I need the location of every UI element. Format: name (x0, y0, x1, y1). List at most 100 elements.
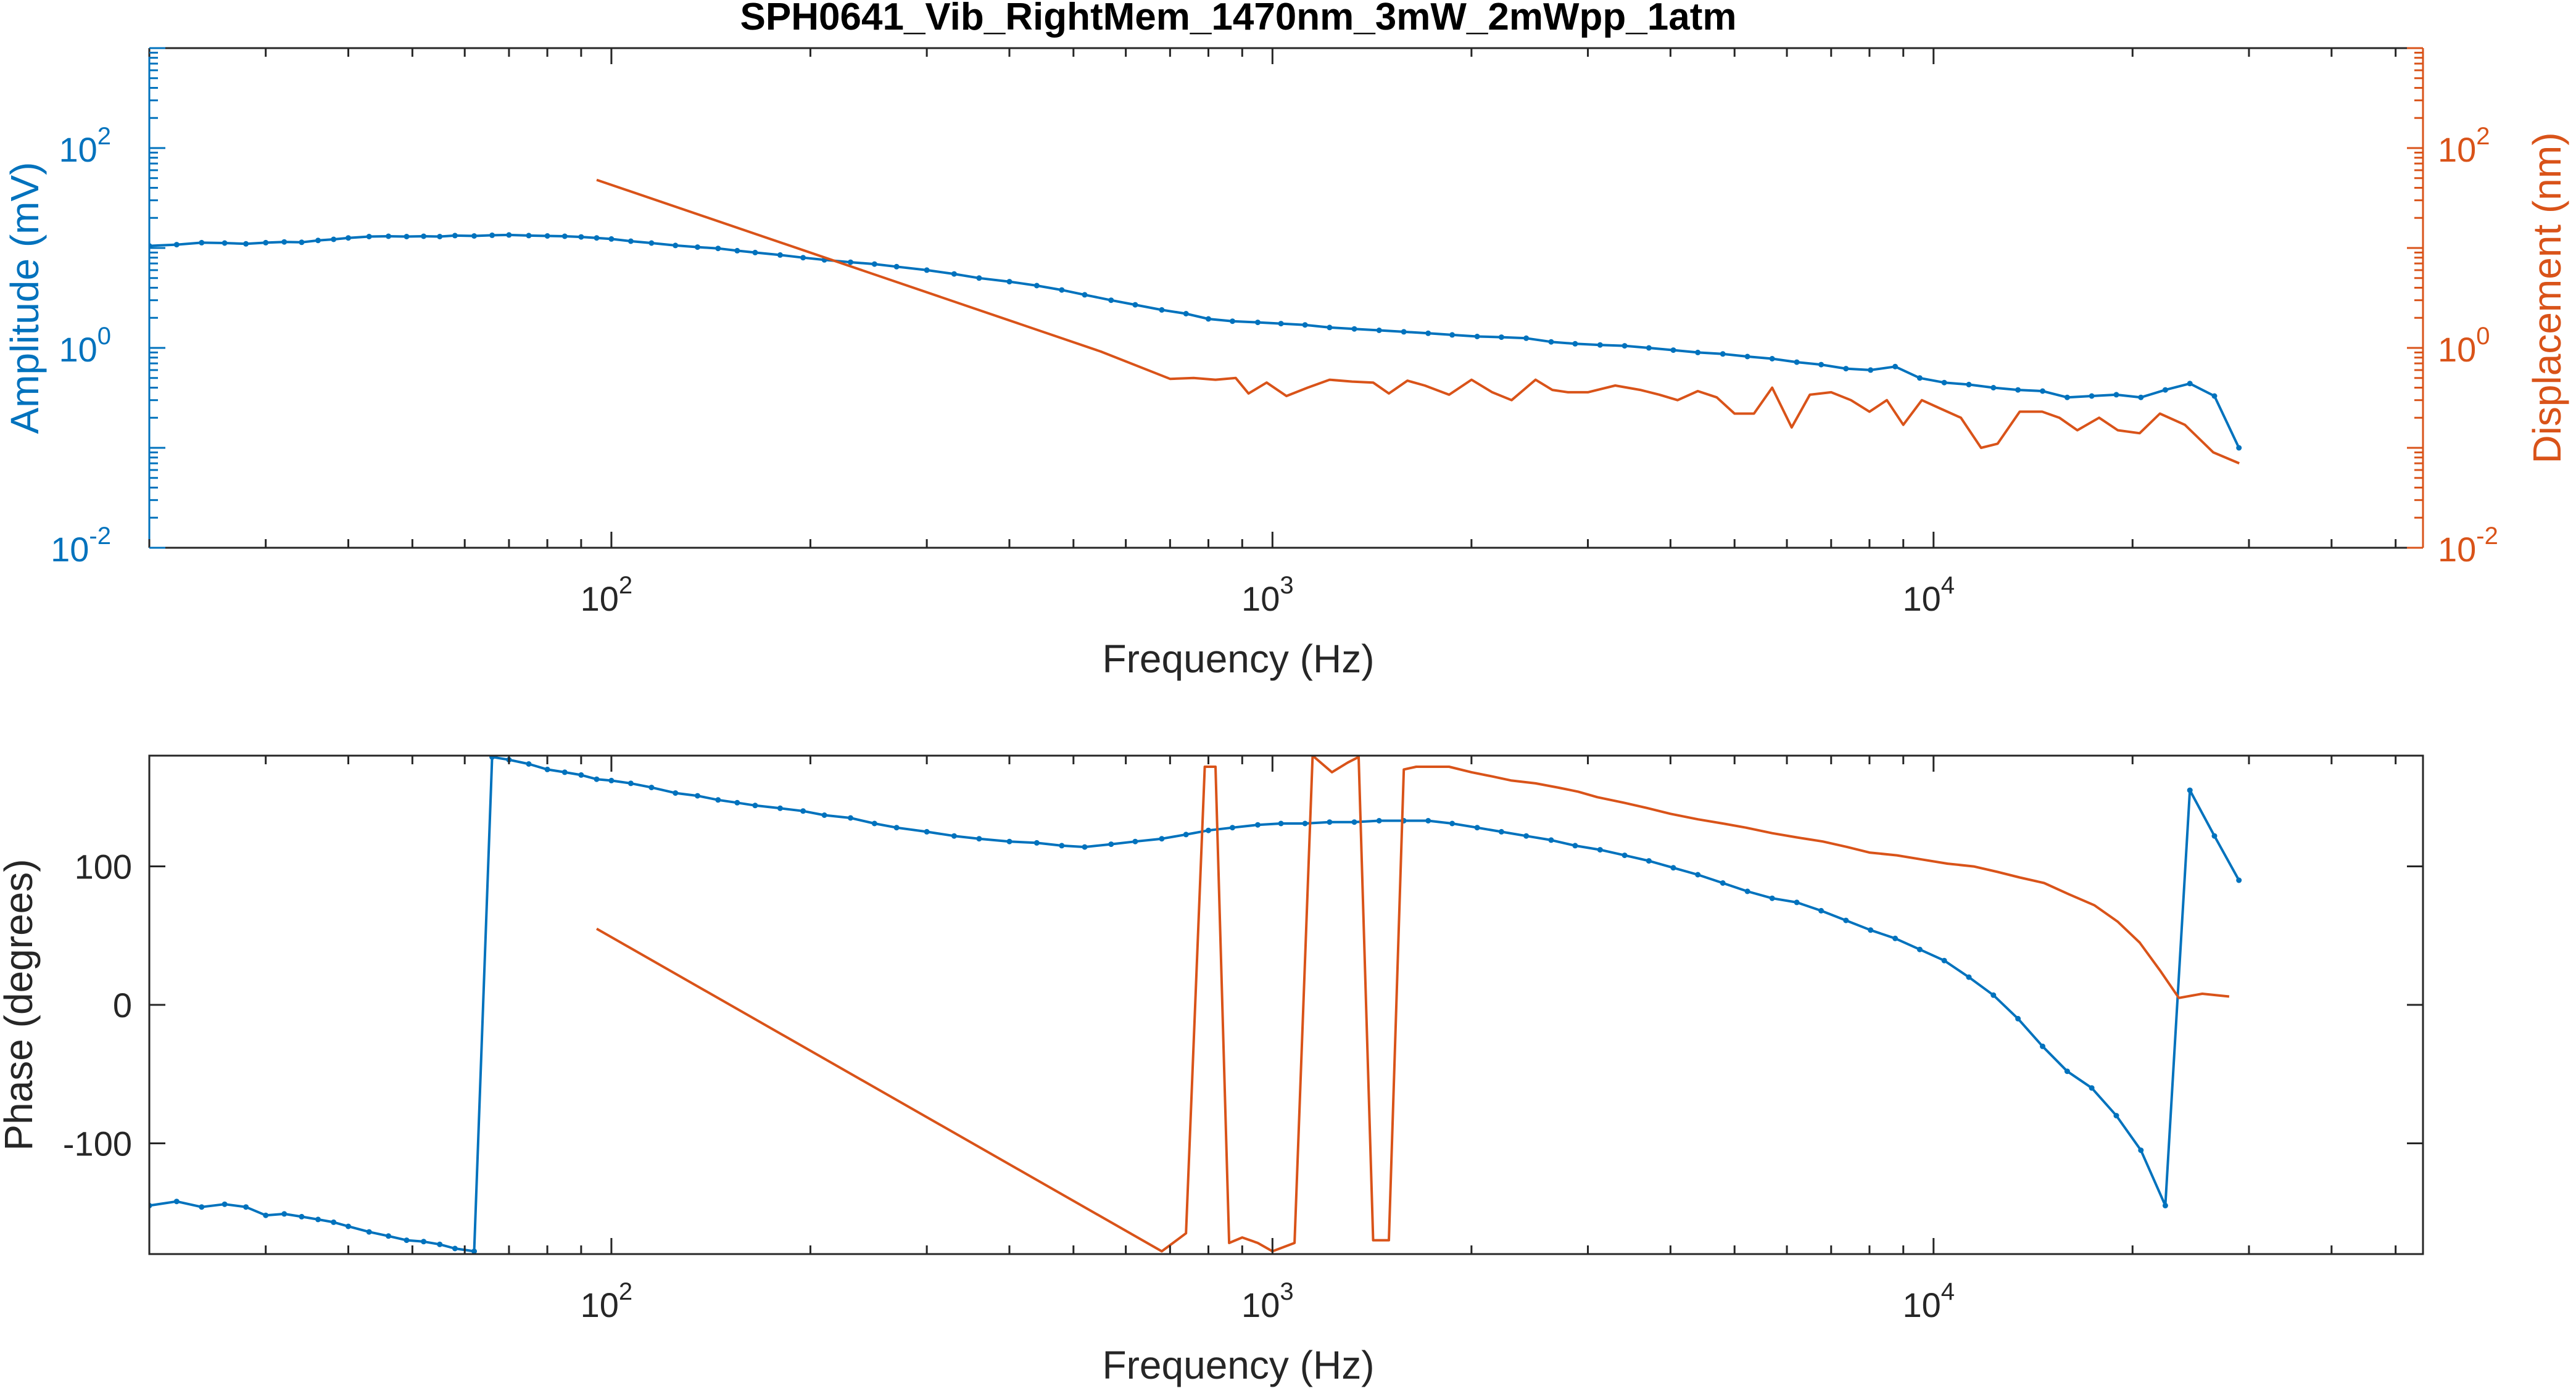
top-x-tick-label: 102 (581, 572, 633, 618)
phase-blue-point (1597, 847, 1603, 853)
phase-blue-point (471, 1249, 477, 1254)
phase-blue-point (1206, 827, 1211, 833)
amplitude-point (1818, 361, 1824, 368)
bottom-x-tick-label: 102 (581, 1278, 633, 1324)
top-plot-area (149, 48, 2423, 548)
phase-blue-point (1941, 957, 1947, 964)
phase-tick-label: 0 (113, 986, 132, 1025)
phase-blue-point (366, 1229, 372, 1235)
phase-blue-point (1278, 820, 1284, 827)
phase-blue-point (1720, 880, 1726, 886)
amplitude-point (506, 232, 512, 238)
phase-blue-point (648, 785, 655, 791)
phase-blue-point (1183, 832, 1189, 838)
amplitude-point (366, 234, 372, 239)
phase-blue-point (2089, 1085, 2095, 1091)
phase-blue-point (1990, 992, 1997, 998)
phase-blue-point (627, 780, 634, 786)
phase-blue-point (924, 828, 930, 835)
amplitude-point (1059, 287, 1065, 293)
phase-blue-point (1159, 836, 1165, 842)
phase-blue-point (1769, 895, 1775, 901)
phase-blue-point (346, 1223, 351, 1229)
bottom-axes-group: 102 103 104 -100 0 100 (63, 754, 2424, 1324)
phase-blue-point (1916, 946, 1923, 952)
amplitude-point (1769, 356, 1775, 361)
amplitude-point (1868, 367, 1874, 373)
phase-blue-point (222, 1201, 228, 1207)
amplitude-point (1670, 347, 1676, 353)
amplitude-tick-label: 100 (59, 323, 111, 369)
phase-blue-point (673, 790, 679, 796)
displacement-tick-label: 100 (2438, 323, 2490, 369)
phase-blue-point (1646, 858, 1652, 864)
amplitude-point (1474, 334, 1480, 339)
amplitude-point (871, 261, 877, 267)
amplitude-point (777, 252, 783, 258)
amplitude-point (1132, 302, 1138, 308)
amplitude-point (437, 234, 443, 239)
amplitude-point (243, 241, 249, 247)
amplitude-point (1597, 342, 1603, 348)
amplitude-point (1108, 297, 1114, 303)
amplitude-point (404, 234, 410, 239)
amplitude-point (1376, 328, 1382, 333)
phase-blue-point (1108, 841, 1114, 848)
phase-axis-label: Phase (degrees) (0, 859, 41, 1150)
amplitude-point (1941, 379, 1947, 386)
phase-blue-point (526, 761, 532, 767)
amplitude-point (315, 237, 321, 244)
amplitude-point (544, 233, 550, 239)
amplitude-point (1916, 375, 1923, 381)
amplitude-point (715, 246, 721, 252)
phase-blue-point (1818, 907, 1824, 914)
phase-blue-point (299, 1213, 305, 1220)
amplitude-point (346, 235, 351, 241)
phase-blue-point (544, 766, 550, 772)
amplitude-point (173, 242, 180, 248)
amplitude-point (1255, 320, 1261, 326)
phase-blue-point (2113, 1113, 2119, 1119)
amplitude-point (1843, 366, 1849, 372)
phase-blue-point (1132, 838, 1138, 844)
phase-blue-point (2162, 1202, 2168, 1208)
phase-blue-point (1523, 833, 1530, 839)
amplitude-point (1966, 381, 1972, 387)
phase-blue-point (1868, 927, 1874, 933)
bottom-series-clip (149, 756, 2242, 1254)
amplitude-point (924, 267, 930, 273)
phase-blue-point (331, 1219, 337, 1225)
bottom-plot-area (149, 756, 2423, 1254)
phase-blue-point (1006, 838, 1013, 844)
amplitude-point (2162, 387, 2168, 393)
top-x-tick-label: 104 (1902, 572, 1955, 618)
phase-blue-point (1794, 899, 1800, 906)
phase-blue-point (315, 1216, 321, 1223)
phase-blue-point (243, 1204, 249, 1210)
amplitude-point (2113, 392, 2119, 398)
amplitude-point (281, 239, 288, 245)
amplitude-point (2211, 393, 2218, 399)
amplitude-point (1548, 339, 1554, 345)
phase-blue-point (752, 803, 758, 809)
amplitude-point (386, 233, 392, 239)
phase-blue-point (437, 1241, 443, 1247)
phase-blue-point (2187, 787, 2193, 793)
phase-blue-point (1059, 843, 1065, 849)
phase-blue-point (281, 1211, 288, 1217)
amplitude-point (734, 247, 740, 254)
displacement-line (596, 178, 2240, 464)
phase-blue-point (1695, 872, 1701, 878)
amplitude-point (2138, 394, 2144, 400)
amplitude-point (1498, 334, 1504, 341)
phase-blue-point (1621, 852, 1628, 859)
amplitude-point (800, 255, 806, 261)
amplitude-point (951, 271, 957, 277)
amplitude-point (331, 236, 337, 242)
amplitude-point (471, 233, 477, 239)
top-x-tick-label: 103 (1241, 572, 1294, 618)
phase-blue-point (1082, 844, 1088, 850)
amplitude-point (263, 239, 269, 246)
amplitude-point (1621, 343, 1628, 349)
